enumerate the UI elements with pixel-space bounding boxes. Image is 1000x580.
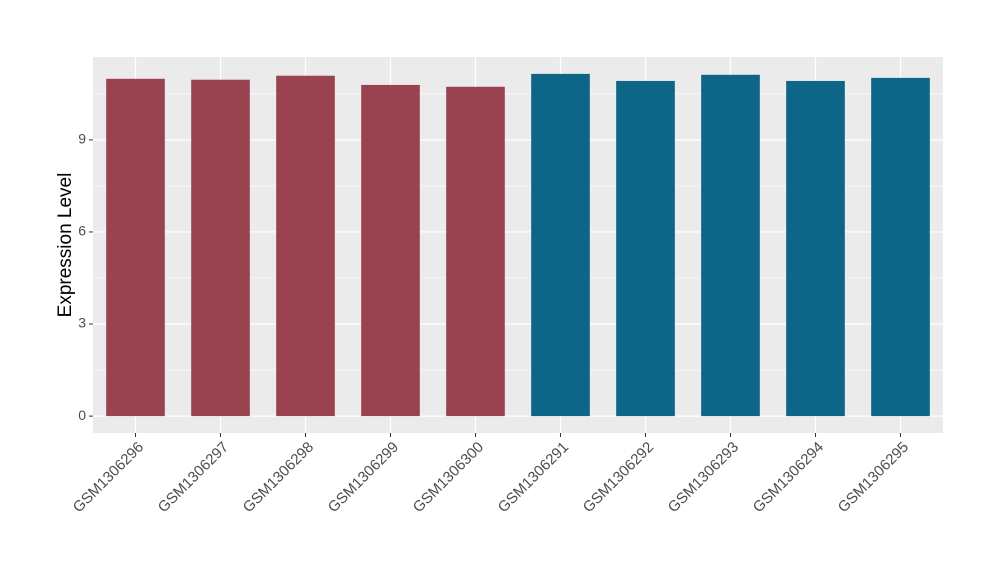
bar <box>701 74 760 417</box>
y-axis-label: Expression Level <box>55 173 76 318</box>
x-tick-label: GSM1306295 <box>835 439 912 516</box>
x-tick-label: GSM1306297 <box>155 439 232 516</box>
bar <box>616 80 675 417</box>
x-tick-label: GSM1306292 <box>580 439 657 516</box>
bar <box>446 86 505 417</box>
x-tick-label: GSM1306299 <box>325 439 402 516</box>
x-tick-label: GSM1306294 <box>750 439 827 516</box>
bar <box>871 77 930 417</box>
x-tick-label: GSM1306291 <box>495 439 572 516</box>
bar <box>276 75 335 417</box>
bar <box>786 80 845 417</box>
x-tick-label: GSM1306296 <box>70 439 147 516</box>
bar <box>361 84 420 417</box>
y-tick-label: 0 <box>78 407 86 423</box>
bar <box>106 78 165 417</box>
x-tick-label: GSM1306298 <box>240 439 317 516</box>
bar <box>531 73 590 417</box>
y-tick-label: 3 <box>78 315 86 331</box>
y-tick-label: 9 <box>78 131 86 147</box>
bar <box>191 79 250 417</box>
y-tick-label: 6 <box>78 223 86 239</box>
x-tick-label: GSM1306293 <box>665 439 742 516</box>
x-tick-label: GSM1306300 <box>410 439 487 516</box>
